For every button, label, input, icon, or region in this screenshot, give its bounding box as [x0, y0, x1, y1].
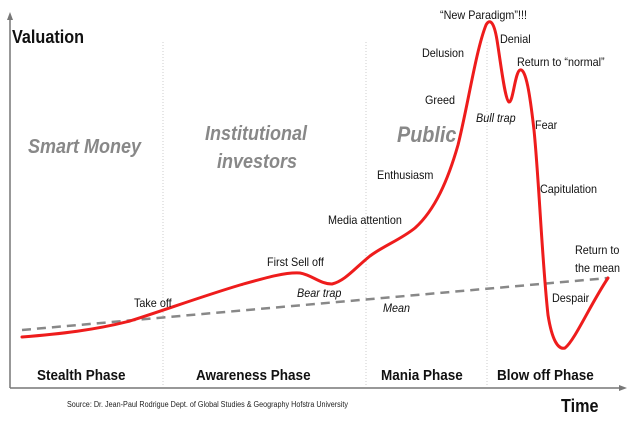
label-return-mean-2: the mean [575, 261, 621, 275]
label-return-mean-1: Return to [575, 243, 620, 257]
label-bear-trap: Bear trap [297, 286, 342, 300]
phase-stealth: Stealth Phase [37, 367, 126, 384]
label-enthusiasm: Enthusiasm [377, 168, 434, 182]
label-take-off: Take off [134, 296, 172, 310]
label-denial: Denial [500, 32, 531, 46]
label-fear: Fear [535, 118, 558, 132]
x-axis-arrow [619, 385, 627, 391]
group-smart-money: Smart Money [28, 136, 142, 158]
group-public: Public [397, 122, 457, 147]
phase-mania: Mania Phase [381, 367, 463, 384]
label-new-paradigm: “New Paradigm”!!! [440, 8, 528, 22]
label-mean: Mean [383, 301, 411, 315]
label-first-sell-off: First Sell off [267, 255, 324, 269]
mean-line [21, 276, 609, 332]
group-investors: investors [217, 151, 298, 173]
label-capitulation: Capitulation [540, 182, 598, 196]
phase-blow-off: Blow off Phase [497, 367, 594, 384]
x-axis-label: Time [561, 396, 599, 416]
source-credit: Source: Dr. Jean-Paul Rodrigue Dept. of … [67, 400, 348, 409]
y-axis-arrow [7, 12, 13, 20]
label-delusion: Delusion [422, 46, 465, 60]
label-return-normal: Return to “normal” [517, 55, 605, 69]
label-bull-trap: Bull trap [476, 111, 516, 125]
phase-awareness: Awareness Phase [196, 367, 311, 384]
label-greed: Greed [425, 93, 456, 107]
valuation-curve [20, 20, 610, 350]
group-institutional: Institutional [205, 123, 307, 145]
y-axis-label: Valuation [12, 27, 85, 47]
label-despair: Despair [552, 291, 590, 305]
label-media-attention: Media attention [328, 213, 402, 227]
